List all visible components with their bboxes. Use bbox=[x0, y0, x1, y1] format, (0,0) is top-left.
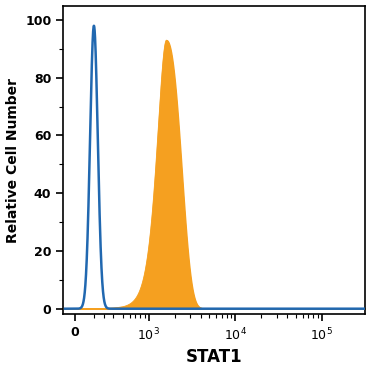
X-axis label: STAT1: STAT1 bbox=[186, 349, 243, 366]
Y-axis label: Relative Cell Number: Relative Cell Number bbox=[6, 77, 20, 243]
